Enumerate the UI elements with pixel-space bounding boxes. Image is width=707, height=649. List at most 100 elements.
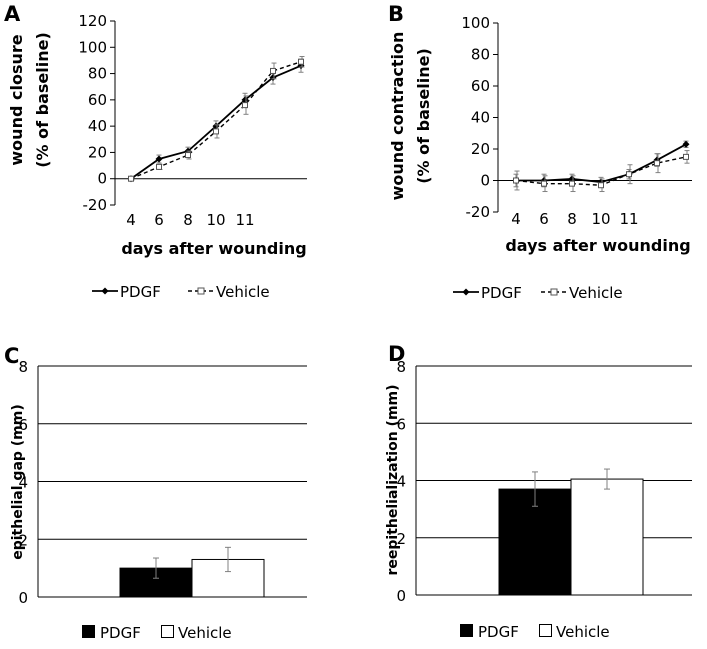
panel-a-point-vehicle	[185, 152, 191, 159]
panel-b-axes	[497, 23, 692, 212]
panel-a-letter: A	[4, 2, 21, 26]
panel-b-xtick-label: 6	[539, 210, 549, 228]
panel-d-errorbar-vehicle	[604, 468, 610, 490]
panel-a-point-vehicle	[128, 175, 134, 182]
legend-c-pdgf-label: PDGF	[100, 624, 141, 642]
panel-b-point-vehicle	[541, 180, 547, 187]
panel-a-point-vehicle	[270, 67, 276, 74]
panel-b-point-vehicle	[626, 171, 632, 178]
panel-a-point-vehicle	[242, 102, 248, 109]
panel-b-point-vehicle	[569, 180, 575, 187]
legend-b-vehicle-marker	[550, 288, 558, 296]
panel-b-line-pdgf	[516, 143, 687, 183]
panel-d-bar-vehicle	[570, 478, 644, 596]
panel-a-axes	[114, 21, 307, 205]
panel-d-ytick-label: 4	[396, 473, 406, 491]
panel-b-point-vehicle	[513, 177, 519, 184]
panel-a-xlabel: days after wounding	[121, 239, 306, 258]
panel-a-ylabel-line2: (% of baseline)	[33, 32, 52, 168]
panel-b-xlabel: days after wounding	[505, 236, 690, 255]
panel-b-ytick-label: 80	[471, 46, 490, 64]
panel-a-ytick-label: 0	[97, 170, 107, 188]
panel-d-ytick-label: 8	[396, 358, 406, 376]
panel-b-series	[512, 140, 690, 193]
panel-d-ylabel: reepithelialization (mm)	[385, 384, 401, 575]
panel-c-errorbar-pdgf	[153, 557, 159, 579]
panel-c-ytick-label: 2	[18, 531, 28, 549]
panel-a-ylabel-line1: wound closure	[7, 34, 26, 165]
panel-d-ytick-label: 6	[396, 415, 406, 433]
panel-b-point-vehicle	[683, 153, 689, 160]
panel-c-ytick-label: 0	[18, 589, 28, 607]
panel-a-ytick-label: 40	[88, 117, 107, 135]
panel-a-legend: PDGF Vehicle	[92, 283, 270, 301]
panel-a-ytick-label: 60	[88, 91, 107, 109]
legend-a-pdgf-marker	[101, 287, 109, 295]
panel-c-gridlines	[37, 365, 307, 598]
legend-a-vehicle-marker	[197, 287, 205, 295]
panel-a-xtick-label: 8	[183, 211, 193, 229]
panel-a-y-ticks: -20 0 20 40 60 80 100 120	[78, 12, 115, 214]
panel-b-y-ticks: -20 0 20 40 60 80 100	[461, 14, 498, 221]
panel-c-ytick-label: 4	[18, 474, 28, 492]
panel-c-ylabel: epithelial gap (mm)	[10, 404, 26, 560]
legend-d-vehicle-swatch	[539, 624, 552, 637]
panel-a-point-vehicle	[298, 58, 304, 65]
legend-b-pdgf-label: PDGF	[481, 284, 522, 302]
panel-a-x-ticks: 4 6 8 10 11	[126, 211, 254, 229]
panel-a-ytick-label: 20	[88, 143, 107, 161]
panel-c-ytick-label: 8	[18, 358, 28, 376]
legend-d-pdgf-swatch	[460, 624, 473, 637]
panel-c-legend: PDGF Vehicle	[82, 624, 232, 642]
panel-a-xtick-label: 6	[154, 211, 164, 229]
panel-a-ytick-label: 100	[78, 38, 107, 56]
legend-a-vehicle-label: Vehicle	[216, 283, 270, 301]
panel-a-ytick-label: -20	[83, 196, 108, 214]
panel-c-ytick-label: 6	[18, 416, 28, 434]
panel-a-ytick-label: 80	[88, 65, 107, 83]
panel-c: C 0 2 4 6 8 epithelial gap (mm)	[4, 344, 307, 607]
panel-c-letter: C	[4, 344, 19, 368]
panel-b-ytick-label: -20	[466, 203, 491, 221]
panel-a-xtick-label: 4	[126, 211, 136, 229]
legend-c-vehicle-swatch	[161, 625, 174, 638]
panel-b-point-vehicle	[598, 182, 604, 189]
legend-b-vehicle-label: Vehicle	[569, 284, 623, 302]
legend-c-pdgf-swatch	[82, 625, 95, 638]
panel-d-legend: PDGF Vehicle	[460, 623, 610, 641]
panel-c-bars	[119, 546, 265, 598]
panel-b-letter: B	[388, 2, 404, 26]
panel-b-ylabel-line2: (% of baseline)	[414, 48, 433, 184]
legend-c-vehicle-label: Vehicle	[178, 624, 232, 642]
panel-d-errorbar-pdgf	[532, 471, 538, 507]
panel-b-ylabel-line1: wound contraction	[388, 32, 407, 201]
panel-b: B -20 0 20 40 60 80 100 4 6 8 10 11 wound contract…	[388, 2, 692, 255]
legend-a-pdgf-label: PDGF	[120, 283, 161, 301]
panel-b-legend: PDGF Vehicle	[453, 284, 623, 302]
panel-b-xtick-label: 4	[511, 210, 521, 228]
panel-d-y-ticks: 0 2 4 6 8	[396, 358, 406, 605]
panel-c-errorbar-vehicle	[225, 546, 231, 573]
panel-d: D 0 2 4 6 8 reepithelialization (mm)	[385, 342, 692, 605]
panel-b-point-pdgf	[682, 140, 690, 148]
panel-a-xtick-label: 11	[235, 211, 254, 229]
panel-a-point-pdgf	[155, 155, 163, 163]
legend-b-pdgf-marker	[462, 288, 470, 296]
panel-b-ytick-label: 100	[461, 14, 490, 32]
legend-d-pdgf-label: PDGF	[478, 623, 519, 641]
panel-d-gridlines	[415, 365, 692, 596]
panel-b-ytick-label: 20	[471, 140, 490, 158]
panel-b-xtick-label: 10	[591, 210, 610, 228]
panel-a-point-pdgf	[241, 96, 249, 104]
panel-a: A -20 0 20 40 60 80 100 120 4 6 8 10 11 wound closu…	[4, 2, 307, 258]
panel-d-ytick-label: 0	[396, 587, 406, 605]
panel-b-point-vehicle	[654, 160, 660, 167]
panel-b-x-ticks: 4 6 8 10 11	[511, 210, 638, 228]
panel-c-y-ticks: 0 2 4 6 8	[18, 358, 28, 607]
panel-d-bars	[498, 468, 644, 596]
legend-d-vehicle-label: Vehicle	[556, 623, 610, 641]
panel-b-xtick-label: 11	[619, 210, 638, 228]
panel-b-ytick-label: 60	[471, 77, 490, 95]
panel-b-xtick-label: 8	[567, 210, 577, 228]
